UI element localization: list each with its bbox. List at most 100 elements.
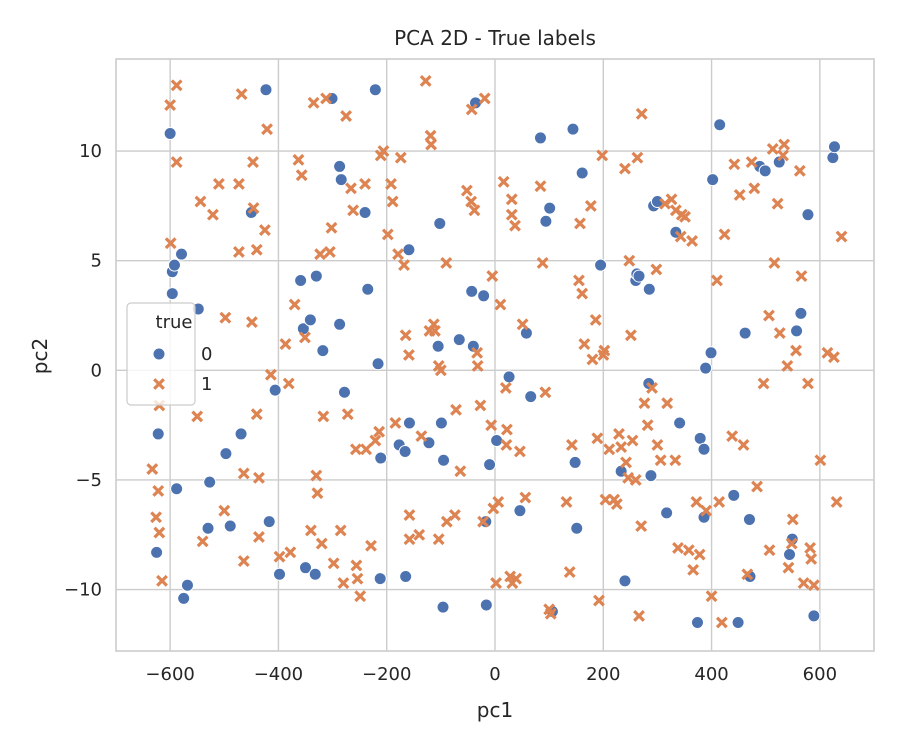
point-class-1	[768, 256, 781, 269]
point-class-1	[392, 248, 405, 261]
point-class-1	[718, 228, 731, 241]
point-class-1	[690, 495, 703, 508]
x-marker-stroke	[494, 298, 507, 311]
x-marker-stroke	[284, 546, 297, 559]
x-marker-stroke	[804, 542, 817, 554]
x-marker-stroke	[340, 110, 353, 122]
x-marker-stroke	[419, 74, 432, 87]
x-marker-stroke	[237, 555, 250, 568]
x-marker-stroke	[402, 349, 415, 361]
point-class-1	[635, 107, 648, 120]
point-class-1	[713, 495, 726, 508]
point-class-1	[146, 463, 159, 475]
point-class-1	[534, 180, 547, 193]
x-marker-stroke	[795, 270, 808, 282]
x-tick-label: 200	[586, 664, 620, 685]
x-marker-stroke	[250, 243, 263, 256]
point-class-1	[654, 454, 667, 467]
point-class-0	[731, 615, 745, 629]
x-marker-stroke	[584, 199, 597, 212]
x-marker-stroke	[624, 329, 637, 342]
x-marker-stroke	[471, 360, 484, 372]
point-class-1	[622, 471, 635, 484]
point-class-1	[253, 471, 265, 484]
point-class-1	[314, 248, 327, 261]
point-class-0	[727, 488, 741, 502]
point-class-0	[180, 578, 194, 592]
point-class-0	[642, 282, 656, 296]
point-class-0	[163, 127, 177, 141]
point-class-1	[317, 410, 330, 423]
point-class-0	[167, 258, 181, 272]
point-class-1	[603, 443, 616, 456]
x-marker-stroke	[635, 107, 648, 120]
x-marker-stroke	[687, 563, 700, 576]
point-class-0	[807, 609, 821, 623]
x-tick-label: −600	[145, 664, 194, 685]
y-tick-label: 0	[91, 360, 102, 381]
point-class-0	[177, 591, 191, 605]
point-class-1	[334, 524, 347, 537]
x-marker-stroke	[589, 313, 602, 326]
x-marker-stroke	[398, 259, 410, 272]
legend-entries: 01	[152, 344, 212, 395]
point-class-1	[264, 368, 277, 381]
x-marker-stroke	[377, 145, 390, 158]
x-marker-stroke	[403, 509, 416, 521]
point-class-1	[593, 594, 605, 607]
point-class-1	[196, 535, 209, 548]
point-class-0	[203, 475, 217, 489]
x-marker-stroke	[310, 469, 323, 482]
x-marker-stroke	[360, 443, 373, 456]
x-marker-stroke	[194, 195, 207, 208]
x-marker-stroke	[485, 419, 498, 432]
point-class-1	[206, 208, 219, 221]
point-class-1	[349, 443, 362, 456]
point-class-1	[360, 443, 373, 456]
point-class-0	[794, 306, 808, 320]
point-class-1	[679, 210, 691, 223]
x-marker-stroke	[633, 609, 645, 622]
point-class-1	[814, 454, 827, 467]
x-marker-stroke	[705, 590, 718, 603]
point-class-1	[402, 349, 415, 361]
point-class-1	[465, 195, 478, 208]
point-class-1	[726, 430, 739, 443]
x-tick-label: 400	[694, 664, 728, 685]
point-class-1	[232, 178, 245, 190]
point-class-1	[304, 524, 317, 537]
x-marker-stroke	[440, 256, 453, 269]
x-marker-stroke	[247, 202, 260, 215]
x-marker-stroke	[619, 162, 631, 175]
point-class-1	[261, 123, 273, 136]
point-class-0	[399, 569, 413, 583]
point-class-1	[237, 467, 250, 480]
x-marker-stroke	[693, 548, 706, 561]
x-marker-stroke	[586, 353, 599, 366]
x-marker-stroke	[728, 158, 741, 171]
x-marker-stroke	[777, 149, 789, 162]
point-class-1	[478, 92, 491, 105]
point-class-1	[320, 92, 333, 105]
point-class-1	[589, 313, 602, 326]
point-class-1	[661, 397, 674, 410]
point-class-1	[619, 162, 631, 175]
point-class-0	[434, 416, 448, 430]
x-marker-stroke	[354, 590, 367, 603]
x-marker-stroke	[454, 465, 467, 478]
point-class-1	[235, 88, 248, 101]
x-marker-stroke	[510, 572, 523, 585]
point-class-1	[700, 504, 713, 517]
point-class-1	[728, 158, 741, 171]
point-class-0	[693, 431, 707, 445]
point-class-1	[399, 329, 412, 342]
x-marker-stroke	[539, 386, 552, 399]
point-class-0	[402, 243, 416, 257]
x-marker-stroke	[682, 544, 695, 557]
point-class-1	[299, 331, 311, 344]
point-class-1	[351, 572, 364, 585]
x-marker-stroke	[434, 364, 447, 377]
point-class-1	[763, 544, 776, 557]
